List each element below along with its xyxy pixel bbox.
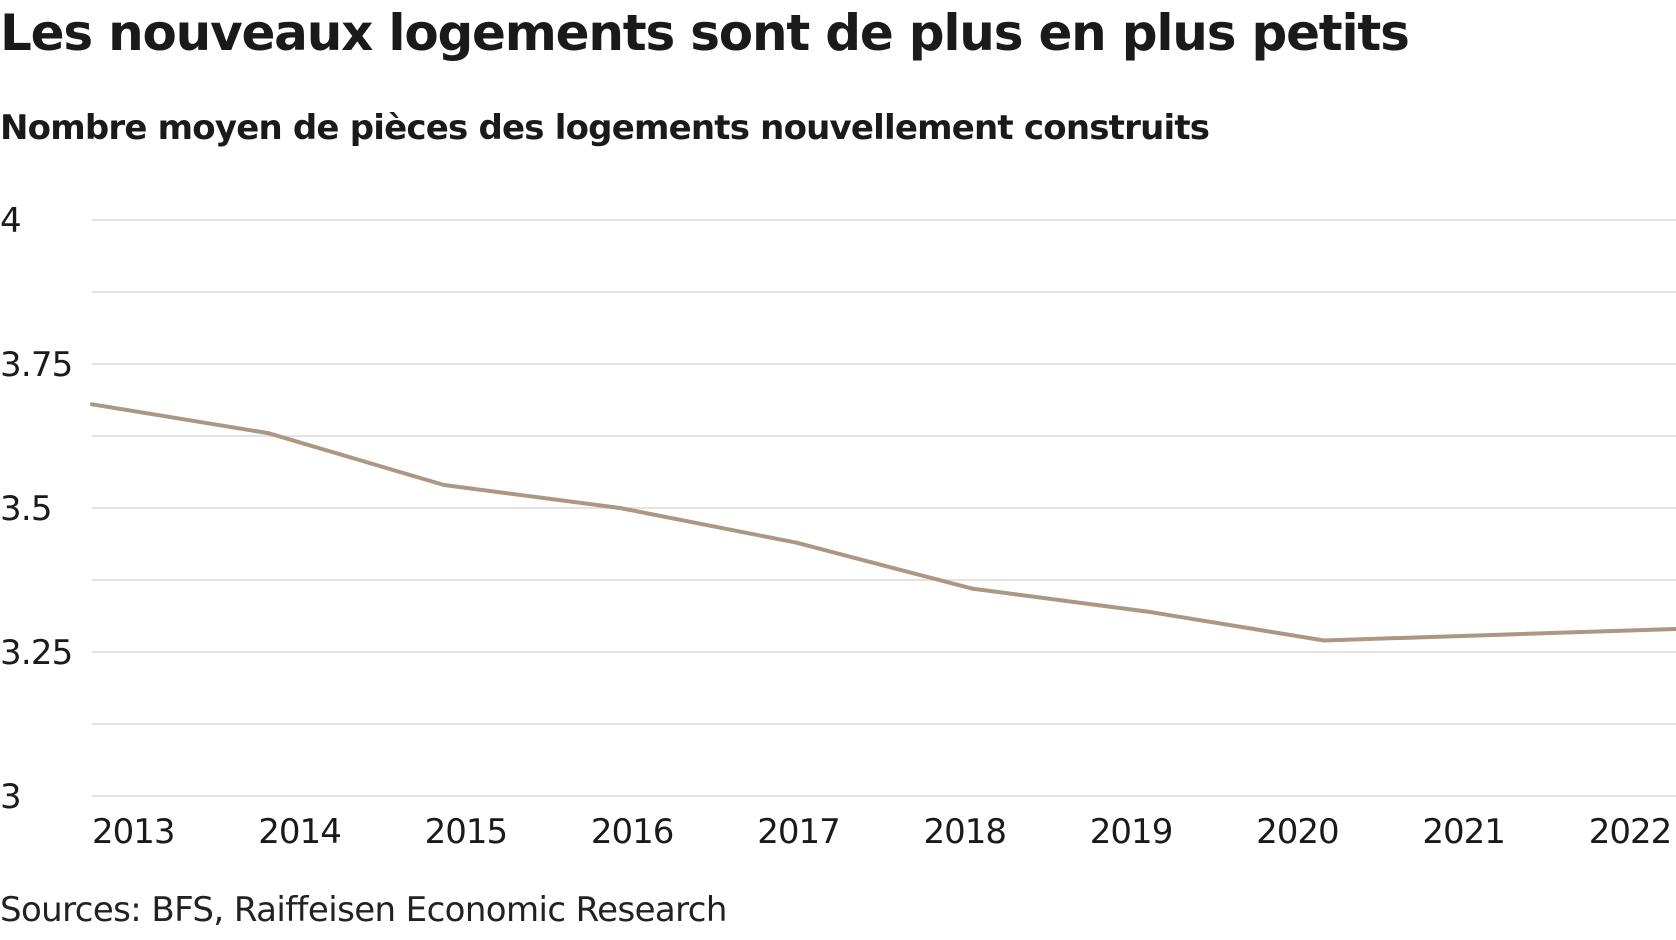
x-tick-label: 2021 <box>1422 812 1505 852</box>
x-tick-label: 2018 <box>924 812 1007 852</box>
series-line <box>91 402 1676 643</box>
data-point <box>1146 609 1150 614</box>
y-tick-label: 3 <box>0 777 21 817</box>
y-tick-label: 3.25 <box>0 633 73 673</box>
line-chart: 43.753.53.253 2013 2014 2015 2016 2017 2018 20… <box>0 201 1676 852</box>
gridlines <box>92 219 1676 797</box>
x-tick-label: 2022 <box>1589 812 1672 852</box>
data-point <box>1322 638 1326 643</box>
data-point <box>266 431 270 436</box>
data-point <box>794 540 798 545</box>
data-point <box>970 586 974 591</box>
series-group <box>90 402 1676 643</box>
y-tick-label: 3.75 <box>0 345 73 385</box>
x-axis-ticks: 2013 2014 2015 2016 2017 2018 2019 2020 2021 2022 <box>92 812 1672 852</box>
data-point <box>442 482 446 487</box>
x-tick-label: 2013 <box>92 812 175 852</box>
x-tick-label: 2019 <box>1090 812 1173 852</box>
y-tick-label: 4 <box>0 201 21 241</box>
chart-title: Les nouveaux logements sont de plus en p… <box>0 4 1410 62</box>
y-axis-ticks: 4 3.75 3.5 3.25 3 <box>0 201 73 817</box>
x-tick-label: 2016 <box>591 812 674 852</box>
x-tick-label: 2014 <box>258 812 341 852</box>
data-point <box>1498 632 1502 637</box>
source-note: Sources: BFS, Raiffeisen Economic Resear… <box>0 890 727 930</box>
data-point <box>618 506 622 510</box>
data-point <box>90 402 94 407</box>
x-tick-label: 2017 <box>757 812 840 852</box>
y-tick-label: 3.5 <box>0 489 52 529</box>
x-tick-label: 2020 <box>1256 812 1339 852</box>
x-tick-label: 2015 <box>425 812 508 852</box>
chart-subtitle: Nombre moyen de pièces des logements nou… <box>0 108 1210 148</box>
